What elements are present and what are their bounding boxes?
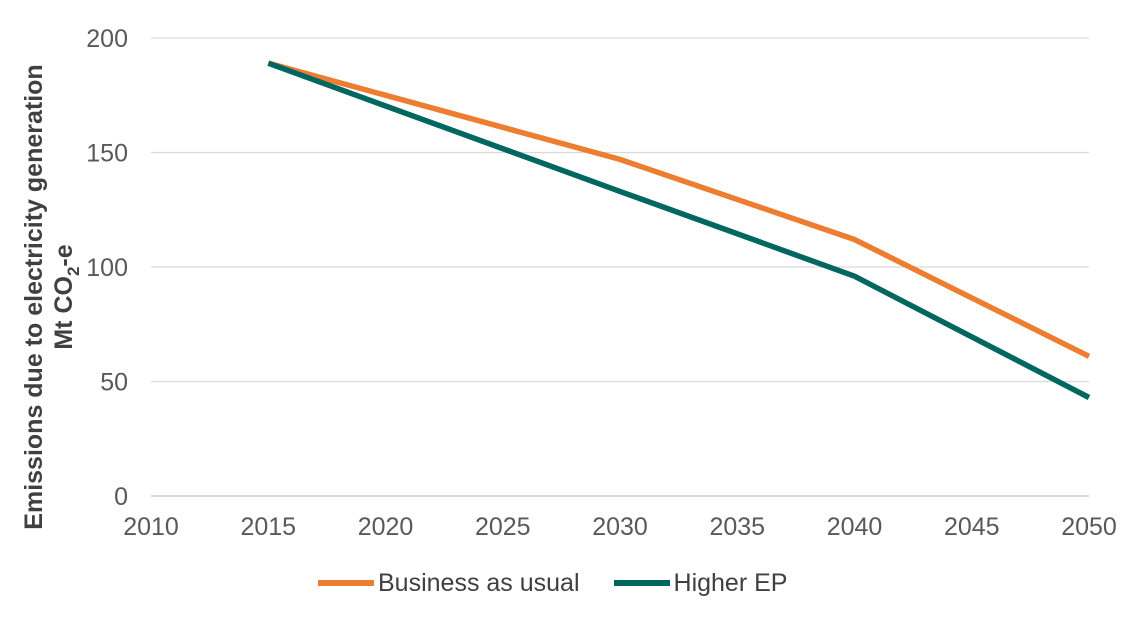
- x-tick-label-2020: 2020: [358, 513, 414, 541]
- x-axis-ticks: 2010 2015 2020 2025 2030 2035 2040 2045 2050: [123, 513, 1117, 541]
- y-tick-label-50: 50: [100, 369, 128, 397]
- legend-swatch-higher-ep: [613, 580, 670, 586]
- legend: Business as usual Higher EP: [318, 566, 821, 600]
- y-axis-ticks: 0 50 100 150 200: [86, 25, 128, 511]
- y-tick-label-0: 0: [114, 483, 128, 511]
- legend-item-higher-ep: Higher EP: [613, 568, 788, 598]
- y-tick-label-200: 200: [86, 25, 128, 53]
- x-tick-label-2010: 2010: [123, 513, 179, 541]
- y-axis-label-line1: Emissions due to electricity generation: [20, 64, 48, 529]
- y-tick-label-150: 150: [86, 140, 128, 168]
- x-tick-label-2025: 2025: [475, 513, 531, 541]
- legend-swatch-business-as-usual: [318, 580, 374, 586]
- x-tick-label-2050: 2050: [1061, 513, 1117, 541]
- x-tick-label-2015: 2015: [240, 513, 296, 541]
- series-line-business-as-usual: [267, 60, 1091, 359]
- series-line-higher-ep: [267, 60, 1091, 400]
- x-tick-label-2035: 2035: [709, 513, 765, 541]
- legend-label-business-as-usual: Business as usual: [378, 568, 580, 597]
- x-tick-label-2040: 2040: [827, 513, 883, 541]
- y-tick-label-100: 100: [86, 254, 128, 282]
- gridlines: [151, 37, 1089, 497]
- legend-label-higher-ep: Higher EP: [673, 568, 788, 597]
- legend-item-business-as-usual: Business as usual: [318, 569, 580, 598]
- x-tick-label-2030: 2030: [592, 513, 648, 541]
- series-lines: [267, 60, 1091, 400]
- y-axis-label-line2: Mt CO2-e: [50, 244, 83, 349]
- y-axis-label: Emissions due to electricity generation …: [20, 64, 83, 529]
- x-tick-label-2045: 2045: [944, 513, 1000, 541]
